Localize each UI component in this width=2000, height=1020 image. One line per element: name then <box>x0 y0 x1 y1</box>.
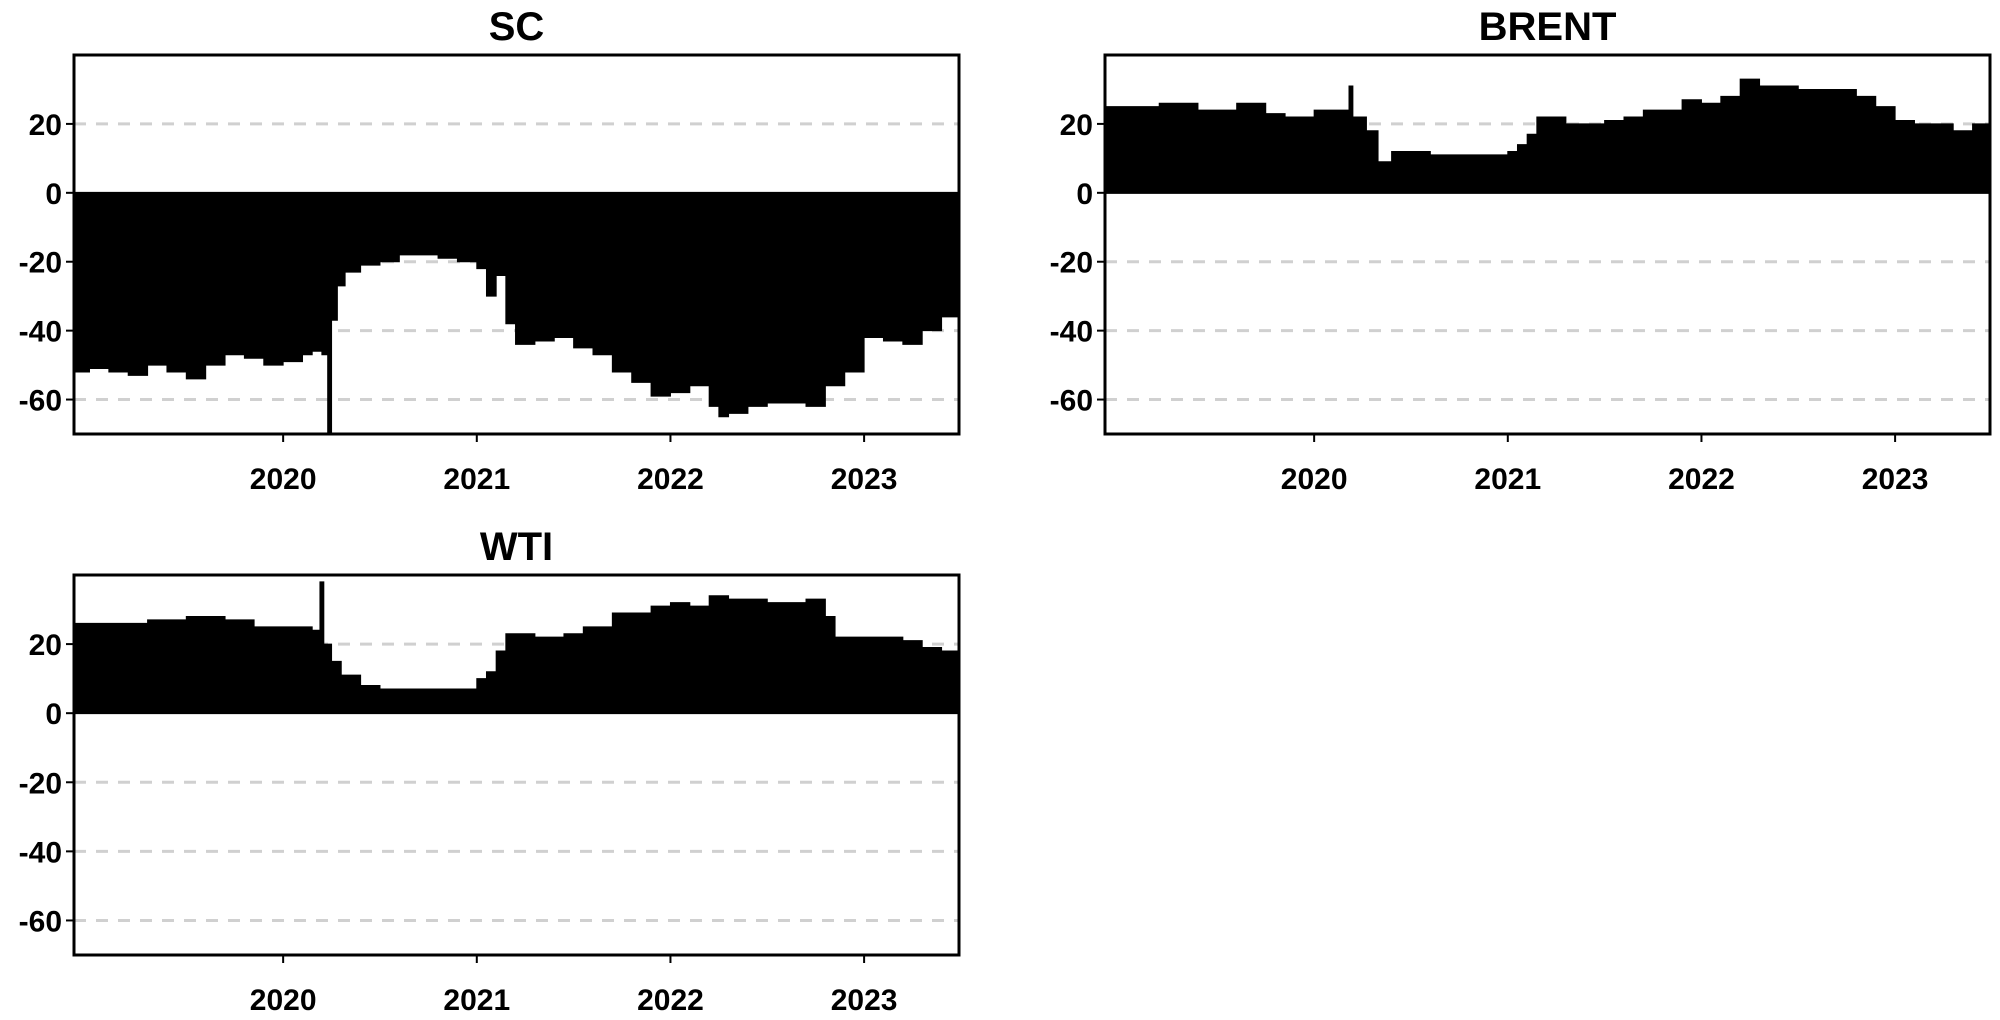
x-tick-label: 2021 <box>1474 463 1541 496</box>
x-tick-label: 2020 <box>250 984 317 1017</box>
y-tick-label: -40 <box>1050 316 1093 349</box>
x-tick-label: 2022 <box>637 463 704 496</box>
panel-sc: SC 20 0 -20 -40 -60 2020 2021 2022 2023 <box>19 5 961 496</box>
y-tick-label: -60 <box>1050 385 1093 418</box>
x-tick-label: 2020 <box>250 463 317 496</box>
area-series <box>1104 78 1991 194</box>
area-series <box>73 192 960 435</box>
y-tick-label: -60 <box>19 385 62 418</box>
y-tick-label: -40 <box>19 316 62 349</box>
panel-title: SC <box>489 5 545 49</box>
plot-frame <box>72 53 961 436</box>
x-tick-label: 2023 <box>831 463 898 496</box>
panel-wti: WTI 20 0 -20 -40 -60 2020 2021 2022 2023 <box>19 525 961 1017</box>
y-tick-label: 0 <box>1076 178 1093 211</box>
y-tick-label: -20 <box>1050 247 1093 280</box>
x-tick-label: 2022 <box>637 984 704 1017</box>
x-tick-label: 2021 <box>443 463 510 496</box>
y-tick-label: -60 <box>19 905 62 938</box>
y-tick-label: -20 <box>19 767 62 800</box>
plot-frame <box>72 573 961 957</box>
y-tick-label: 20 <box>1060 109 1093 142</box>
panel-title: BRENT <box>1479 5 1617 49</box>
x-tick-label: 2023 <box>1862 463 1929 496</box>
x-tick-label: 2021 <box>443 984 510 1017</box>
x-tick-label: 2023 <box>831 984 898 1017</box>
y-tick-label: -20 <box>19 247 62 280</box>
y-tick-label: 0 <box>45 698 62 731</box>
panel-brent: BRENT 20 0 -20 -40 -60 2020 2021 2022 2023 <box>1050 5 1992 496</box>
x-tick-label: 2020 <box>1281 463 1348 496</box>
y-tick-label: -40 <box>19 836 62 869</box>
x-tick-label: 2022 <box>1668 463 1735 496</box>
y-tick-label: 20 <box>29 109 62 142</box>
y-tick-label: 20 <box>29 629 62 662</box>
panel-title: WTI <box>480 525 553 569</box>
plot-frame <box>1103 53 1992 436</box>
y-tick-label: 0 <box>45 178 62 211</box>
area-series <box>73 581 960 714</box>
